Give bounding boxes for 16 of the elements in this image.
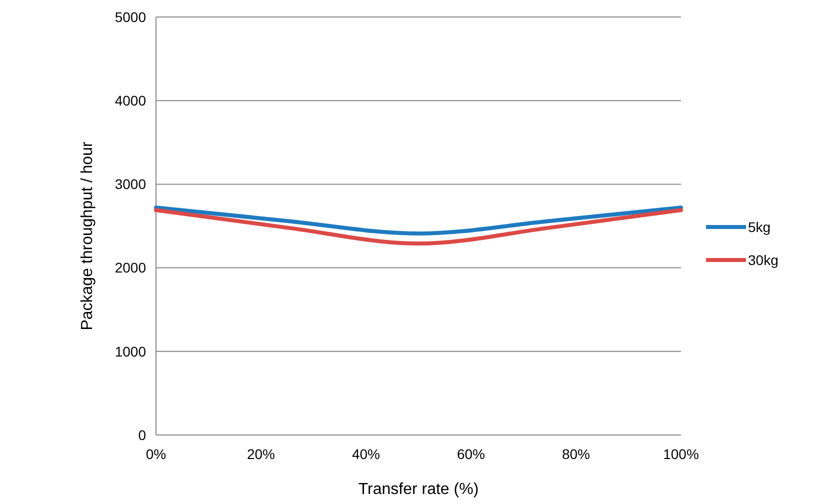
x-tick-label: 60% xyxy=(456,446,486,462)
x-tick-label: 40% xyxy=(352,446,380,462)
y-tick-label: 0 xyxy=(138,426,146,443)
legend-label: 30kg xyxy=(748,252,778,268)
y-tick-label: 3000 xyxy=(114,176,146,192)
y-tick-label: 1000 xyxy=(114,343,146,360)
x-tick-label: 20% xyxy=(246,446,276,462)
x-tick-label: 80% xyxy=(562,446,590,462)
y-tick-label: 5000 xyxy=(114,8,146,25)
y-tick-label: 2000 xyxy=(114,260,146,276)
x-tick-label: 0% xyxy=(146,446,166,462)
x-tick-label: 100% xyxy=(663,446,699,462)
y-tick-label: 4000 xyxy=(114,92,146,108)
y-axis-title: Package throughput / hour xyxy=(79,141,96,330)
legend-label: 5kg xyxy=(748,218,771,235)
x-axis-title: Transfer rate (%) xyxy=(358,481,479,498)
